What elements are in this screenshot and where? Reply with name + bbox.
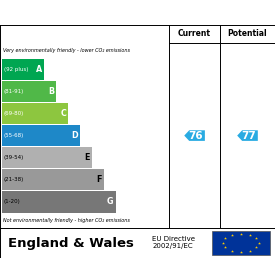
Bar — [2, 147, 90, 168]
Text: Not environmentally friendly - higher CO₂ emissions: Not environmentally friendly - higher CO… — [3, 218, 130, 223]
Text: Environmental Impact (CO₂) Rating: Environmental Impact (CO₂) Rating — [21, 6, 254, 19]
Text: C: C — [60, 109, 66, 118]
Bar — [53, 103, 68, 124]
Text: 76: 76 — [188, 131, 203, 141]
Bar — [65, 125, 80, 146]
Text: Current: Current — [178, 29, 211, 38]
Bar — [30, 59, 45, 80]
Text: (81-91): (81-91) — [4, 89, 24, 94]
Text: (69-80): (69-80) — [4, 111, 24, 116]
Text: (1-20): (1-20) — [4, 199, 20, 205]
Text: G: G — [107, 197, 114, 206]
Bar — [89, 169, 104, 190]
Bar — [42, 81, 56, 102]
Bar — [2, 103, 66, 124]
Text: (39-54): (39-54) — [4, 155, 24, 160]
Bar — [77, 147, 92, 168]
Text: D: D — [72, 131, 78, 140]
Text: Very environmentally friendly - lower CO₂ emissions: Very environmentally friendly - lower CO… — [3, 48, 130, 53]
Bar — [212, 231, 270, 255]
Bar — [2, 59, 42, 80]
Text: EU Directive
2002/91/EC: EU Directive 2002/91/EC — [152, 236, 195, 249]
Text: (21-38): (21-38) — [4, 177, 24, 182]
Polygon shape — [237, 130, 258, 141]
Text: B: B — [48, 87, 54, 96]
Text: England & Wales: England & Wales — [8, 237, 134, 250]
Text: E: E — [84, 153, 90, 162]
Bar — [2, 169, 101, 190]
Bar — [2, 81, 54, 102]
Bar — [2, 125, 78, 146]
Text: Potential: Potential — [228, 29, 267, 38]
Text: F: F — [96, 175, 102, 184]
Text: (92 plus): (92 plus) — [4, 67, 28, 72]
Text: A: A — [36, 65, 43, 74]
Bar — [2, 191, 113, 213]
Text: 77: 77 — [241, 131, 256, 141]
Text: (55-68): (55-68) — [4, 133, 24, 138]
Bar — [101, 191, 115, 213]
Polygon shape — [184, 130, 205, 141]
